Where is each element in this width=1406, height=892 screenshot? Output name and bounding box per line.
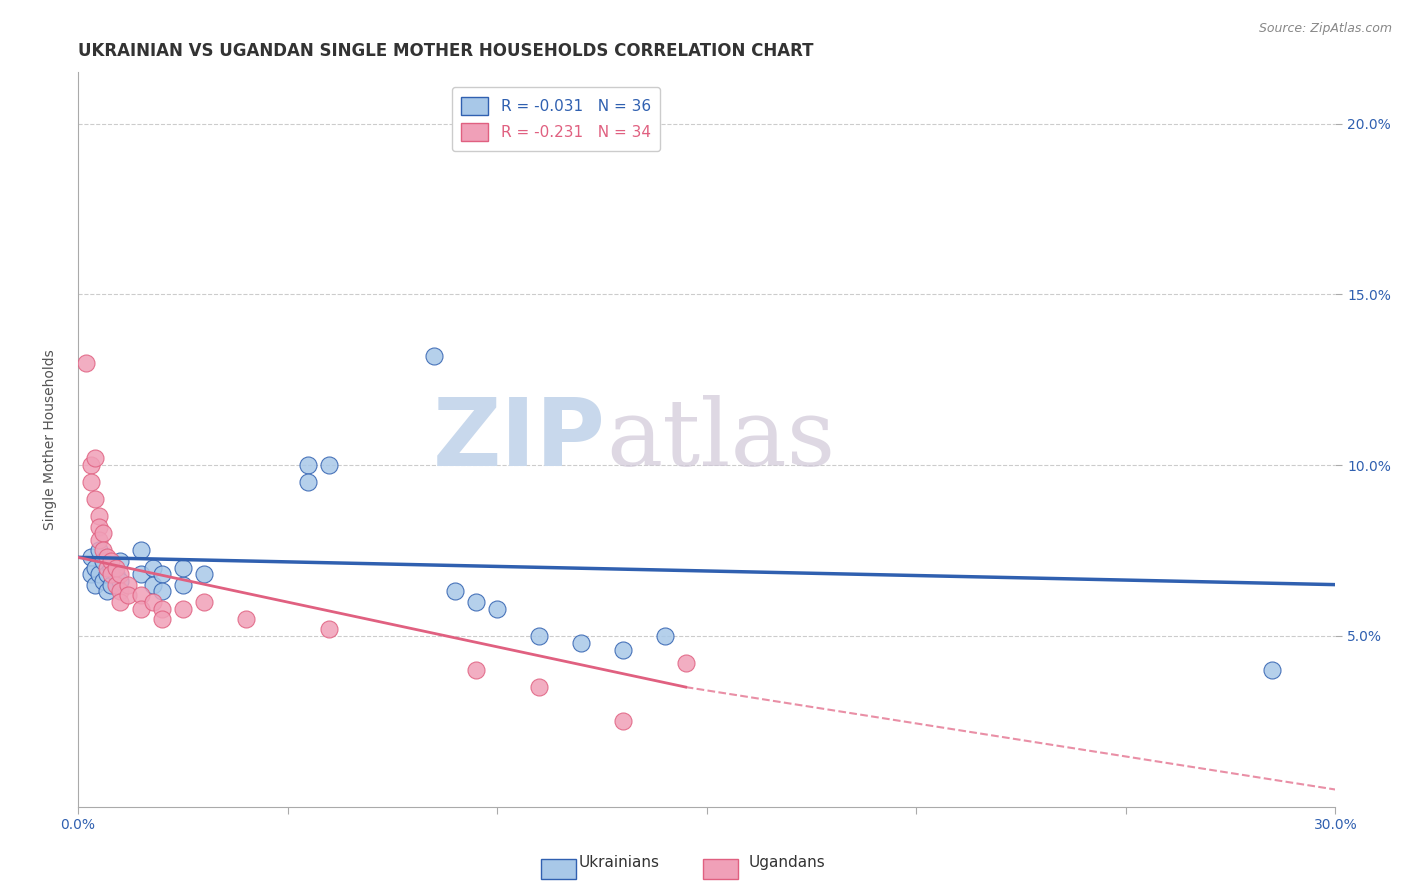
Point xyxy=(91,526,114,541)
Text: ZIP: ZIP xyxy=(433,393,606,485)
Point xyxy=(172,601,194,615)
Point xyxy=(83,577,105,591)
Text: Source: ZipAtlas.com: Source: ZipAtlas.com xyxy=(1258,22,1392,36)
Text: Ugandans: Ugandans xyxy=(749,855,825,870)
Point xyxy=(83,560,105,574)
Point xyxy=(465,663,488,677)
Point xyxy=(318,458,340,472)
Point xyxy=(444,584,467,599)
Point xyxy=(79,475,101,490)
Point xyxy=(612,714,634,729)
Point xyxy=(527,629,550,643)
Point xyxy=(150,612,173,626)
Point xyxy=(91,543,114,558)
Point xyxy=(108,595,131,609)
Text: UKRAINIAN VS UGANDAN SINGLE MOTHER HOUSEHOLDS CORRELATION CHART: UKRAINIAN VS UGANDAN SINGLE MOTHER HOUSE… xyxy=(77,42,814,60)
Point xyxy=(129,588,152,602)
Point xyxy=(150,567,173,582)
Y-axis label: Single Mother Households: Single Mother Households xyxy=(44,349,58,530)
Point xyxy=(96,584,118,599)
Point xyxy=(150,584,173,599)
Point xyxy=(465,595,488,609)
Point xyxy=(117,588,139,602)
Point xyxy=(104,560,127,574)
Legend: R = -0.031   N = 36, R = -0.231   N = 34: R = -0.031 N = 36, R = -0.231 N = 34 xyxy=(451,87,659,151)
Point xyxy=(79,458,101,472)
Text: atlas: atlas xyxy=(606,394,835,484)
Point xyxy=(96,550,118,565)
Point xyxy=(1261,663,1284,677)
Point xyxy=(96,567,118,582)
Point xyxy=(100,567,122,582)
Point xyxy=(87,533,110,548)
Point xyxy=(108,584,131,599)
Point xyxy=(108,554,131,568)
Point xyxy=(172,560,194,574)
Point xyxy=(96,560,118,574)
Point xyxy=(100,560,122,574)
Point xyxy=(675,656,697,670)
Point xyxy=(75,356,97,370)
Point xyxy=(129,601,152,615)
Point xyxy=(129,567,152,582)
Point xyxy=(108,574,131,589)
Point xyxy=(193,595,215,609)
Point xyxy=(87,543,110,558)
Point xyxy=(129,543,152,558)
Point xyxy=(91,574,114,589)
Point xyxy=(527,680,550,694)
Point xyxy=(569,636,592,650)
Point xyxy=(235,612,257,626)
Text: Ukrainians: Ukrainians xyxy=(578,855,659,870)
Point xyxy=(83,492,105,507)
Point xyxy=(297,458,319,472)
Point xyxy=(104,567,127,582)
Point xyxy=(423,349,446,363)
Point xyxy=(100,577,122,591)
Point xyxy=(91,554,114,568)
Point xyxy=(104,577,127,591)
Point xyxy=(83,451,105,466)
Point xyxy=(87,567,110,582)
Point xyxy=(150,601,173,615)
Point xyxy=(142,577,165,591)
Point xyxy=(117,577,139,591)
Point xyxy=(87,519,110,533)
Point xyxy=(193,567,215,582)
Point xyxy=(142,595,165,609)
Point xyxy=(654,629,676,643)
Point xyxy=(79,567,101,582)
Point xyxy=(79,550,101,565)
Point xyxy=(172,577,194,591)
Point xyxy=(297,475,319,490)
Point xyxy=(108,567,131,582)
Point xyxy=(486,601,509,615)
Point xyxy=(142,560,165,574)
Point xyxy=(87,509,110,524)
Point xyxy=(318,622,340,636)
Point xyxy=(100,554,122,568)
Point xyxy=(612,642,634,657)
